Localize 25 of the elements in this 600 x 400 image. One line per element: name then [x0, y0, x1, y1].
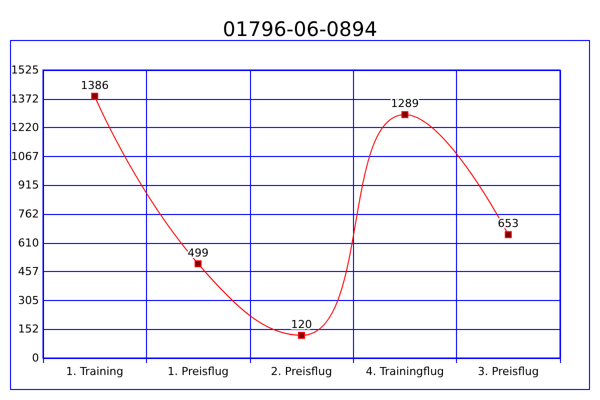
chart-title: 01796-06-0894	[222, 17, 378, 41]
y-tick-label: 1220	[10, 121, 39, 134]
point	[194, 260, 202, 268]
y-tick-label: 1372	[10, 92, 39, 106]
data-label: 1289	[390, 97, 419, 110]
y-tick-label: 152	[18, 322, 39, 336]
point	[298, 332, 305, 339]
y-tick-label: 1525	[10, 64, 39, 76]
y-tick-label: 610	[18, 236, 39, 250]
point	[504, 231, 512, 238]
y-tick-label: 762	[18, 208, 39, 220]
x-tick-label: 1. Preisflug	[168, 365, 229, 378]
data-label: 1386	[80, 78, 109, 92]
y-tick-label: 457	[18, 265, 39, 278]
point	[91, 92, 98, 100]
y-tick-label: 305	[18, 294, 39, 307]
y-tick-label: 0	[32, 352, 39, 364]
x-tick-label: 3. Preisflug	[478, 365, 539, 378]
point	[401, 111, 408, 118]
y-tick-label: 1067	[10, 150, 39, 163]
data-label: 120	[290, 318, 312, 331]
y-tick-label: 915	[18, 178, 39, 192]
x-tick-label: 2. Preisflug	[270, 365, 332, 378]
x-tick-label: 4. Trainingflug	[366, 365, 444, 378]
x-tick-label: 1. Training	[66, 365, 124, 378]
